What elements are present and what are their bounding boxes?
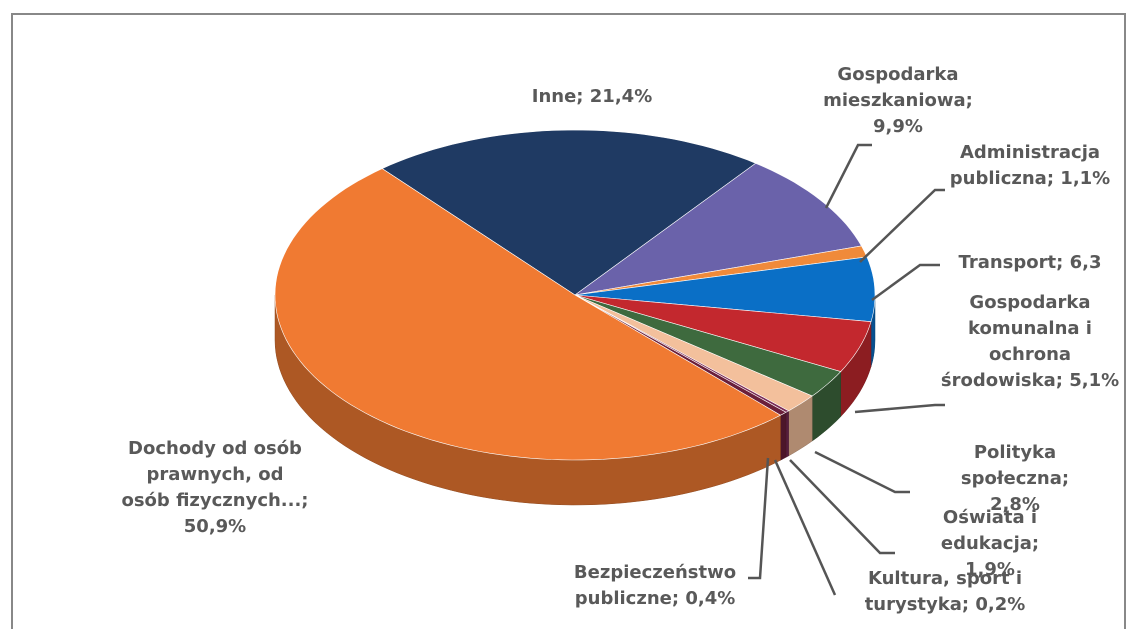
data-label: Administracja publiczna; 1,1% (940, 140, 1120, 192)
category-name: Polityka społeczna; (960, 442, 1070, 489)
tops (274, 129, 876, 461)
slice-side (780, 411, 787, 461)
value-label: 2,8% (990, 494, 1040, 515)
leader-line (748, 457, 770, 580)
data-label: Transport; 6,3 (920, 250, 1132, 276)
value-label: 21,4% (589, 86, 653, 107)
slice-side (785, 410, 789, 458)
leader-line (859, 188, 945, 263)
leader-line (789, 459, 895, 555)
value-label: 0,4% (685, 588, 736, 609)
value-label: 9,9% (873, 116, 923, 137)
sides (274, 294, 876, 506)
data-label: Gospodarka komunalna i ochrona środowisk… (930, 290, 1130, 394)
value-label: 6,3 (1069, 252, 1102, 273)
data-label: Polityka społeczna; 2,8% (940, 440, 1090, 518)
slice (381, 129, 757, 296)
category-name: Oświata i edukacja; (940, 507, 1040, 554)
category-name: Transport; (958, 252, 1064, 273)
frame (11, 13, 1126, 629)
leader-line (824, 143, 872, 209)
leader-line (773, 459, 837, 596)
data-label: Kultura, sport i turystyka; 0,2% (860, 566, 1030, 618)
slice (274, 168, 782, 461)
slice (574, 294, 842, 397)
value-label: 0,2% (975, 594, 1026, 615)
data-label: Oświata i edukacja; 1,9% (920, 505, 1060, 583)
category-name: Gospodarka mieszkaniowa; (823, 64, 973, 111)
leader-lines (748, 143, 945, 596)
category-name: Inne; (531, 86, 584, 107)
slice (574, 256, 876, 323)
category-name: Bezpieczeństwo publiczne; (573, 562, 737, 609)
data-label: Bezpieczeństwo publiczne; 0,4% (560, 560, 750, 612)
value-label: 1,1% (1060, 168, 1111, 189)
slice (574, 162, 862, 296)
category-name: Dochody od osób prawnych, od osób fizycz… (121, 438, 309, 511)
value-label: 50,9% (183, 516, 247, 537)
leader-line (814, 450, 910, 494)
value-label: 1,9% (965, 559, 1015, 580)
category-name: Gospodarka komunalna i ochrona środowisk… (940, 292, 1092, 391)
category-name: Kultura, sport i turystyka; (864, 568, 1023, 615)
data-label: Gospodarka mieszkaniowa; 9,9% (823, 62, 973, 140)
value-label: 5,1% (1069, 370, 1120, 391)
leader-line (871, 263, 940, 302)
category-name: Administracja publiczna; (949, 142, 1101, 189)
leader-line (854, 403, 945, 414)
data-label: Inne; 21,4% (462, 84, 722, 110)
data-label: Dochody od osób prawnych, od osób fizycz… (120, 436, 310, 540)
slice (574, 294, 872, 372)
